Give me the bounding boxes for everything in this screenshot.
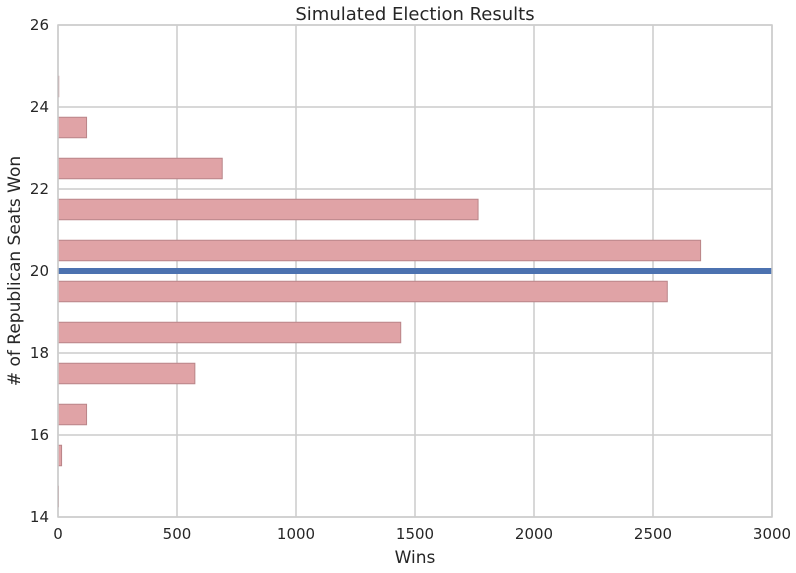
x-tick-label: 0	[53, 525, 63, 543]
x-tick-label: 500	[163, 525, 192, 543]
bar-seats-23	[57, 157, 223, 180]
bar-seats-18	[57, 362, 196, 385]
y-tick-label: 14	[30, 508, 49, 526]
x-axis-label: Wins	[395, 548, 436, 568]
bar-seats-24	[57, 116, 88, 139]
bar-seats-20	[57, 280, 668, 303]
x-tick-label: 1500	[396, 525, 434, 543]
y-tick-label: 16	[30, 426, 49, 444]
y-tick-label: 22	[30, 180, 49, 198]
bar-seats-21	[57, 239, 702, 262]
y-tick-label: 18	[30, 344, 49, 362]
bar-series	[57, 75, 702, 508]
y-tick-labels: 14 16 18 20 22 24 26	[30, 16, 49, 526]
bar-seats-17	[57, 403, 88, 426]
x-tick-label: 2000	[515, 525, 553, 543]
bar-seats-19	[57, 321, 402, 344]
y-axis-label: # of Republican Seats Won	[5, 156, 25, 386]
x-tick-label: 2500	[634, 525, 672, 543]
x-tick-label: 1000	[277, 525, 315, 543]
plot-frame	[57, 24, 773, 518]
x-tick-label: 3000	[753, 525, 791, 543]
chart-title: Simulated Election Results	[295, 4, 534, 25]
y-tick-label: 20	[30, 262, 49, 280]
bar-seats-22	[57, 198, 479, 221]
x-tick-labels: 0 500 1000 1500 2000 2500 3000	[53, 525, 791, 543]
y-tick-label: 24	[30, 98, 49, 116]
y-tick-label: 26	[30, 16, 49, 34]
